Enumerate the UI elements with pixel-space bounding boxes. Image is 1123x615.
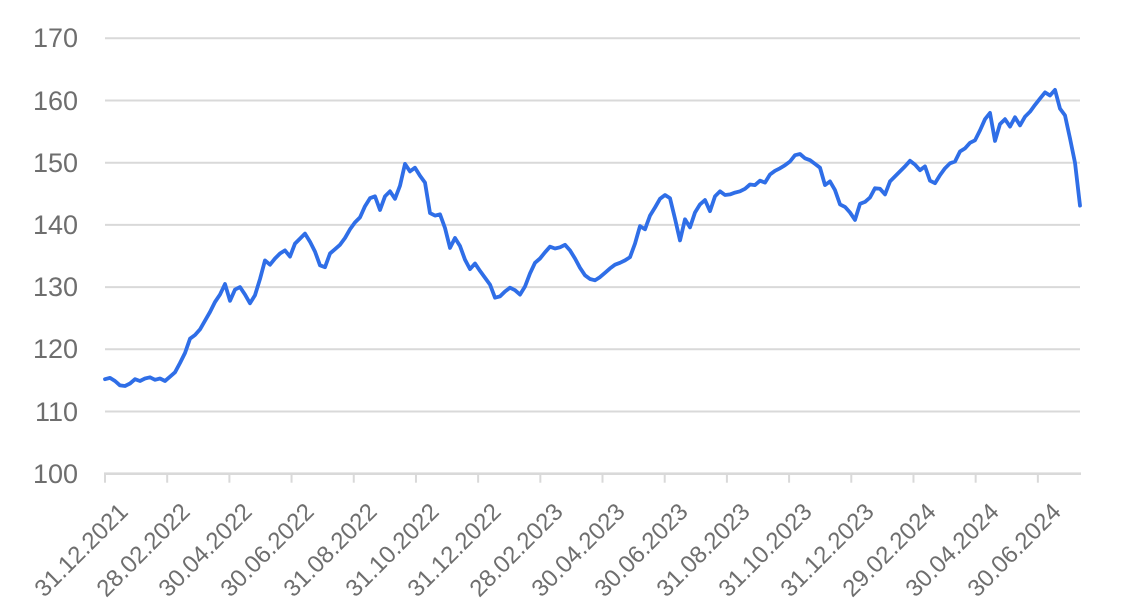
series-line bbox=[103, 88, 1082, 388]
y-axis-tick-label: 160 bbox=[32, 85, 78, 116]
y-axis-tick-label: 100 bbox=[32, 458, 78, 489]
y-axis-tick-label: 170 bbox=[32, 23, 78, 54]
y-axis-tick-label: 120 bbox=[32, 334, 78, 365]
y-axis-tick-label: 150 bbox=[32, 147, 78, 178]
y-axis-tick-label: 140 bbox=[32, 209, 78, 240]
y-axis-tick-label: 110 bbox=[34, 396, 78, 427]
y-axis-tick-label: 130 bbox=[32, 272, 78, 303]
